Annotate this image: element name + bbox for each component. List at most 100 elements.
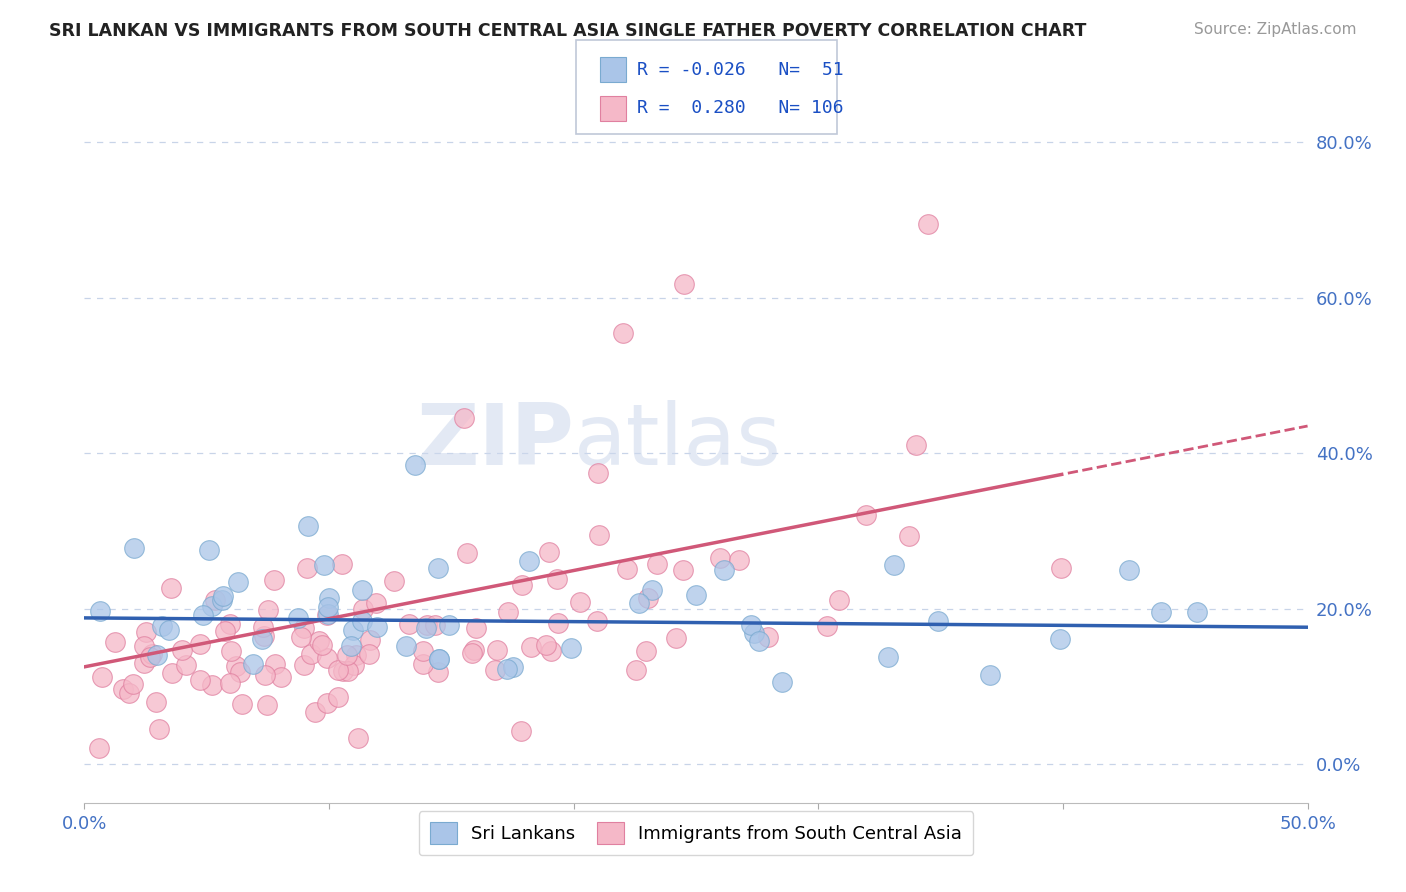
Point bbox=[214, 624, 236, 639]
Point bbox=[290, 630, 312, 644]
Point bbox=[336, 648, 359, 662]
Point bbox=[201, 599, 224, 614]
Point bbox=[427, 651, 450, 665]
Point bbox=[138, 650, 160, 665]
Point bbox=[510, 578, 533, 592]
Point bbox=[855, 508, 877, 523]
Point bbox=[242, 657, 264, 672]
Point bbox=[519, 640, 541, 654]
Point bbox=[463, 643, 485, 657]
Point bbox=[263, 657, 285, 672]
Point bbox=[342, 623, 364, 637]
Point bbox=[641, 582, 664, 597]
Point bbox=[330, 557, 353, 571]
Point bbox=[1050, 561, 1073, 575]
Point bbox=[509, 724, 531, 739]
Point bbox=[347, 731, 370, 746]
Point bbox=[121, 677, 143, 691]
Point bbox=[146, 648, 169, 662]
Point bbox=[219, 617, 242, 632]
Point bbox=[404, 458, 426, 472]
Point bbox=[412, 657, 434, 671]
Point bbox=[337, 664, 360, 678]
Point bbox=[569, 595, 592, 609]
Point bbox=[219, 643, 242, 657]
Point bbox=[124, 541, 146, 556]
Point bbox=[740, 617, 762, 632]
Point bbox=[201, 678, 224, 692]
Point bbox=[412, 644, 434, 658]
Point bbox=[538, 544, 561, 558]
Point bbox=[229, 665, 252, 679]
Point bbox=[359, 633, 381, 648]
Point bbox=[316, 600, 339, 615]
Text: R = -0.026   N=  51: R = -0.026 N= 51 bbox=[637, 61, 844, 79]
Point bbox=[340, 640, 363, 654]
Point bbox=[645, 558, 668, 572]
Point bbox=[263, 574, 285, 588]
Point bbox=[150, 619, 173, 633]
Point bbox=[188, 637, 211, 651]
Point bbox=[297, 518, 319, 533]
Point bbox=[586, 614, 609, 628]
Point bbox=[748, 634, 770, 648]
Point bbox=[905, 438, 928, 452]
Point bbox=[352, 601, 374, 615]
Point bbox=[315, 651, 337, 665]
Point bbox=[828, 592, 851, 607]
Point bbox=[332, 664, 354, 678]
Point bbox=[1049, 632, 1071, 647]
Point bbox=[352, 583, 374, 598]
Point bbox=[270, 670, 292, 684]
Point bbox=[308, 633, 330, 648]
Point bbox=[292, 658, 315, 673]
Point bbox=[672, 563, 695, 577]
Point bbox=[427, 652, 450, 666]
Point bbox=[486, 643, 509, 657]
Text: ZIP: ZIP bbox=[416, 400, 574, 483]
Point bbox=[132, 639, 155, 653]
Point bbox=[517, 554, 540, 568]
Text: R =  0.280   N= 106: R = 0.280 N= 106 bbox=[637, 99, 844, 117]
Point bbox=[917, 217, 939, 231]
Point bbox=[665, 632, 688, 646]
Point bbox=[160, 582, 183, 596]
Point bbox=[135, 624, 157, 639]
Text: atlas: atlas bbox=[574, 400, 782, 483]
Point bbox=[398, 617, 420, 632]
Point bbox=[637, 591, 659, 606]
Point bbox=[979, 667, 1001, 681]
Point bbox=[672, 277, 695, 291]
Point bbox=[111, 681, 134, 696]
Point bbox=[927, 615, 949, 629]
Point bbox=[770, 675, 793, 690]
Point bbox=[502, 660, 524, 674]
Point bbox=[218, 676, 240, 690]
Point bbox=[634, 644, 657, 658]
Point bbox=[326, 663, 349, 677]
Point bbox=[295, 561, 318, 575]
Point bbox=[1150, 606, 1173, 620]
Point bbox=[211, 592, 233, 607]
Point bbox=[318, 591, 340, 606]
Point bbox=[314, 558, 336, 572]
Point bbox=[713, 563, 735, 577]
Point bbox=[415, 621, 437, 635]
Point bbox=[496, 662, 519, 676]
Point bbox=[465, 621, 488, 635]
Point bbox=[612, 326, 634, 340]
Point bbox=[560, 640, 582, 655]
Point bbox=[815, 619, 838, 633]
Text: Source: ZipAtlas.com: Source: ZipAtlas.com bbox=[1194, 22, 1357, 37]
Point bbox=[191, 608, 214, 623]
Point bbox=[89, 604, 111, 618]
Point bbox=[883, 558, 905, 573]
Point bbox=[427, 665, 450, 680]
Point bbox=[228, 575, 250, 590]
Point bbox=[496, 605, 519, 619]
Point bbox=[256, 698, 278, 713]
Point bbox=[257, 602, 280, 616]
Point bbox=[461, 646, 484, 660]
Point bbox=[318, 607, 340, 621]
Point bbox=[304, 705, 326, 719]
